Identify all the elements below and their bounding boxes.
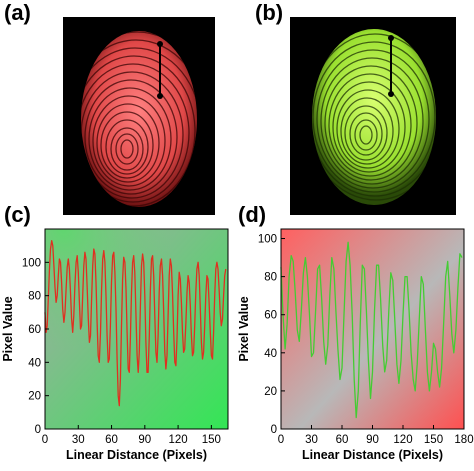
measure-endpoint-a-top (157, 41, 163, 47)
measure-endpoint-a-bottom (157, 93, 163, 99)
x-tick-label: 30 (305, 434, 318, 446)
x-tick-label: 60 (336, 434, 349, 446)
panel-label-a: (a) (4, 0, 31, 25)
x-tick-label: 120 (393, 434, 412, 446)
y-tick-label: 80 (28, 291, 41, 303)
panel-label-c: (c) (4, 202, 31, 227)
fingerprint-image-green (312, 29, 436, 205)
chart-c-svg: 0 30 60 90 120 150 0 20 40 60 80 100 Linear Distanc… (1, 228, 229, 462)
fingerprint-photo-green (290, 17, 456, 215)
chart-d-x-axis-label: Linear Distance (Pixels) (302, 448, 443, 462)
y-tick-label: 60 (28, 324, 41, 336)
y-tick-label: 0 (271, 424, 277, 436)
measure-endpoint-b-bottom (388, 91, 394, 97)
x-tick-label: 0 (42, 434, 48, 446)
panel-label-b: (b) (255, 0, 284, 25)
y-tick-label: 100 (258, 234, 277, 246)
x-tick-label: 90 (366, 434, 379, 446)
chart-d-y-axis-label: Pixel Value (237, 296, 251, 361)
series-line (280, 241, 463, 419)
chart-d-plot-area (281, 229, 464, 429)
fingerprint-ridges-b (312, 29, 436, 201)
y-tick-label: 80 (264, 272, 277, 284)
x-tick-label: 30 (72, 434, 85, 446)
chart-d-svg: 0 30 60 90 120 150 180 0 20 40 60 80 100 Linear Dist… (237, 228, 474, 462)
fingerprint-image-red (81, 31, 197, 207)
series-line (44, 240, 227, 407)
y-tick-label: 100 (22, 257, 41, 269)
y-tick-label: 20 (264, 386, 277, 398)
x-tick-label: 90 (138, 434, 151, 446)
x-tick-label: 60 (105, 434, 118, 446)
x-tick-label: 0 (278, 434, 284, 446)
y-tick-label: 60 (264, 310, 277, 322)
y-tick-label: 40 (28, 357, 41, 369)
fingerprint-ridges-a (81, 31, 197, 207)
chart-c-y-axis-label: Pixel Value (1, 296, 15, 361)
chart-c-x-axis-label: Linear Distance (Pixels) (66, 448, 207, 462)
x-tick-label: 150 (424, 434, 443, 446)
y-tick-label: 40 (264, 348, 277, 360)
y-tick-label: 20 (28, 391, 41, 403)
x-tick-label: 180 (454, 434, 473, 446)
panel-label-d: (d) (238, 202, 267, 227)
x-tick-label: 150 (202, 434, 221, 446)
x-tick-label: 120 (168, 434, 187, 446)
fingerprint-photo-red (63, 17, 215, 215)
chart-c: 0 30 60 90 120 150 0 20 40 60 80 100 Linear Distanc… (0, 222, 236, 466)
y-tick-label: 0 (35, 424, 41, 436)
chart-d: 0 30 60 90 120 150 180 0 20 40 60 80 100 Linear Dist… (236, 222, 474, 466)
measure-endpoint-b-top (388, 35, 394, 41)
